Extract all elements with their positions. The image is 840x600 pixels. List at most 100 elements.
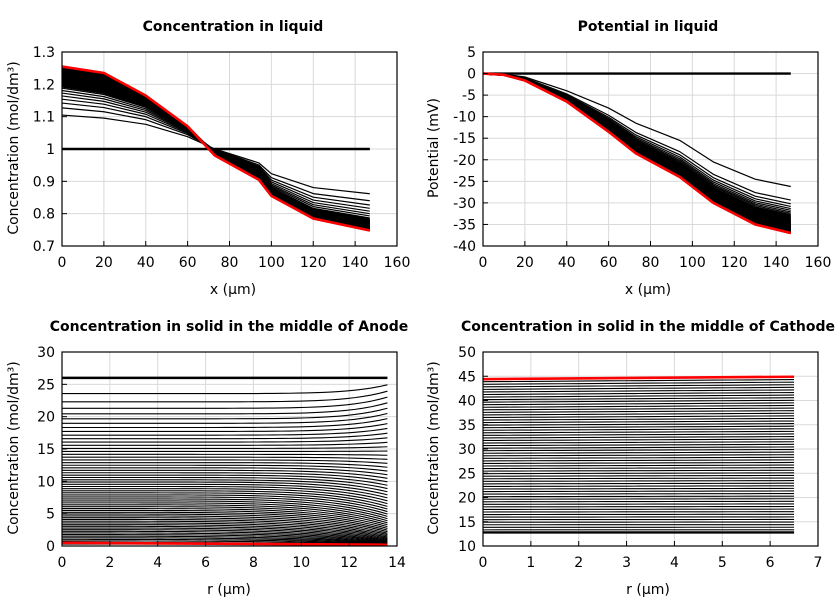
anode-solid-curve bbox=[62, 402, 388, 415]
x-tick-label: 0 bbox=[58, 555, 67, 571]
cathode-solid-curve bbox=[483, 467, 795, 470]
x-axis-label: x (µm) bbox=[625, 282, 671, 298]
panel-title: Potential in liquid bbox=[578, 19, 719, 35]
x-tick-label: 20 bbox=[95, 255, 113, 271]
anode-solid-curve bbox=[62, 532, 388, 544]
cathode-solid-curve bbox=[483, 415, 795, 419]
cathode-solid-curve bbox=[483, 469, 795, 472]
anode-solid-curve bbox=[62, 423, 388, 432]
anode-solid-curve bbox=[62, 518, 388, 537]
anode-solid-curve bbox=[62, 485, 388, 502]
x-tick-label: 140 bbox=[763, 255, 790, 271]
x-axis-label: r (µm) bbox=[207, 582, 251, 598]
x-tick-label: 40 bbox=[137, 255, 155, 271]
y-tick-label: 0 bbox=[467, 67, 476, 83]
anode-solid-curve bbox=[62, 446, 388, 449]
y-tick-label: -25 bbox=[453, 174, 476, 190]
cathode-solid-curve bbox=[483, 402, 795, 406]
y-tick-label: 50 bbox=[458, 345, 476, 361]
panel-title: Concentration in liquid bbox=[143, 19, 324, 35]
panel-title: Concentration in solid in the middle of … bbox=[461, 319, 835, 335]
y-tick-label: -15 bbox=[453, 131, 476, 147]
y-tick-label: 15 bbox=[37, 442, 55, 458]
cathode-solid-curve bbox=[483, 420, 795, 424]
y-tick-label: 5 bbox=[467, 45, 476, 61]
curves-group bbox=[483, 72, 792, 235]
x-tick-label: 60 bbox=[600, 255, 618, 271]
anode-solid-curve bbox=[62, 467, 388, 476]
anode-solid-curve bbox=[62, 390, 388, 403]
y-axis-label: Potential (mV) bbox=[426, 98, 442, 198]
x-tick-label: 14 bbox=[388, 555, 406, 571]
final-red-curve bbox=[483, 375, 795, 381]
x-tick-label: 100 bbox=[258, 255, 285, 271]
anode-solid-curve bbox=[62, 418, 388, 429]
anode-solid-curve bbox=[62, 453, 388, 456]
cathode-solid-curve bbox=[483, 438, 795, 442]
anode-solid-curve bbox=[62, 525, 388, 541]
cathode-solid-curve bbox=[483, 456, 795, 459]
y-tick-label: 20 bbox=[37, 410, 55, 426]
cathode-solid-curve bbox=[483, 423, 795, 426]
y-tick-label: 25 bbox=[37, 377, 55, 393]
cathode-solid-curve bbox=[483, 425, 795, 429]
panel-concentration-liquid: Concentration in liquid x (µm) Concentra… bbox=[6, 19, 410, 298]
cathode-solid-curve bbox=[483, 379, 795, 383]
y-tick-label: 5 bbox=[46, 507, 55, 523]
y-tick-label: 30 bbox=[37, 345, 55, 361]
x-tick-label: 60 bbox=[179, 255, 197, 271]
x-tick-label: 20 bbox=[516, 255, 534, 271]
x-axis-label: r (µm) bbox=[626, 582, 670, 598]
cathode-solid-curve bbox=[483, 436, 795, 439]
curves-group bbox=[62, 376, 388, 546]
cathode-solid-curve bbox=[483, 451, 795, 454]
x-tick-label: 6 bbox=[766, 555, 775, 571]
panel-title: Concentration in solid in the middle of … bbox=[50, 319, 408, 335]
cathode-solid-curve bbox=[483, 487, 795, 490]
x-tick-label: 0 bbox=[58, 255, 67, 271]
anode-solid-curve bbox=[62, 464, 388, 472]
x-tick-label: 140 bbox=[342, 255, 369, 271]
anode-solid-curve bbox=[62, 517, 388, 536]
anode-solid-curve bbox=[62, 441, 388, 446]
x-tick-label: 12 bbox=[340, 555, 358, 571]
anode-solid-curve bbox=[62, 384, 388, 395]
panel-potential-liquid: Potential in liquid x (µm) Potential (mV… bbox=[426, 19, 831, 298]
cathode-solid-curve bbox=[483, 485, 795, 487]
anode-solid-curve bbox=[62, 504, 388, 524]
anode-solid-curve bbox=[62, 511, 388, 531]
x-tick-label: 10 bbox=[292, 555, 310, 571]
panel-solid-cathode: Concentration in solid in the middle of … bbox=[426, 319, 835, 598]
x-tick-label: 0 bbox=[479, 255, 488, 271]
cathode-solid-curve bbox=[483, 482, 795, 485]
x-tick-label: 2 bbox=[105, 555, 114, 571]
anode-solid-curve bbox=[62, 500, 388, 520]
x-tick-label: 120 bbox=[300, 255, 327, 271]
anode-solid-curve bbox=[62, 437, 388, 443]
x-axis-label: x (µm) bbox=[210, 282, 256, 298]
anode-solid-curve bbox=[62, 538, 388, 545]
cathode-solid-curve bbox=[483, 461, 795, 464]
anode-solid-curve bbox=[62, 459, 388, 464]
x-tick-label: 0 bbox=[479, 555, 488, 571]
cathode-solid-curve bbox=[483, 430, 795, 434]
curves-group bbox=[483, 375, 795, 534]
y-tick-label: 35 bbox=[458, 418, 476, 434]
y-tick-label: 1.3 bbox=[33, 45, 55, 61]
anode-solid-curve bbox=[62, 462, 388, 468]
y-tick-label: 0 bbox=[46, 539, 55, 555]
anode-solid-curve bbox=[62, 498, 388, 517]
anode-solid-curve bbox=[62, 535, 388, 545]
y-tick-label: 0.7 bbox=[33, 239, 55, 255]
final-red-curve bbox=[483, 72, 792, 235]
cathode-solid-curve bbox=[483, 391, 795, 396]
anode-solid-curve bbox=[62, 481, 388, 496]
cathode-solid-curve bbox=[483, 477, 795, 480]
y-tick-label: -40 bbox=[453, 239, 476, 255]
y-tick-label: 0.8 bbox=[33, 207, 55, 223]
cathode-solid-curve bbox=[483, 490, 795, 493]
cathode-solid-curve bbox=[483, 464, 795, 467]
y-axis-label: Concentration (mol/dm³) bbox=[6, 361, 22, 534]
final-red-curve bbox=[62, 541, 388, 546]
x-tick-label: 5 bbox=[718, 555, 727, 571]
